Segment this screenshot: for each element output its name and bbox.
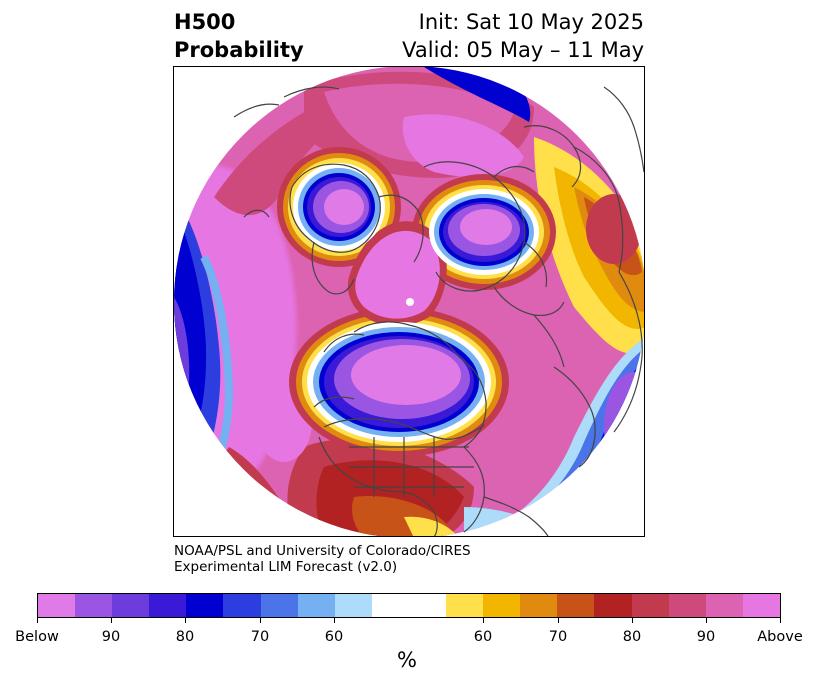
colorbar-above-segment-6 — [668, 594, 706, 617]
colorbar-above-segment-0 — [446, 594, 484, 617]
colorbar-tick-above-90: 90 — [696, 629, 716, 645]
colorbar-tick-below-80: 80 — [175, 629, 195, 645]
map-title: H500 Probability — [174, 8, 304, 64]
colorbar-tickmark — [779, 618, 781, 623]
forecast-dates: Init: Sat 10 May 2025 Valid: 05 May – 11… — [402, 8, 644, 64]
colorbar-tick-below: Below — [15, 629, 59, 645]
colorbar-above-segment-1 — [483, 594, 521, 617]
colorbar-tickmark — [110, 618, 112, 623]
colorbar-below-segment-6 — [260, 594, 298, 617]
colorbar-tickmark — [482, 618, 484, 623]
colorbar-below-segment-8 — [334, 594, 372, 617]
colorbar-above-segment-4 — [594, 594, 632, 617]
title-line-2: Probability — [174, 38, 304, 62]
colorbar-below-segment-7 — [297, 594, 335, 617]
colorbar-tick-below-90: 90 — [101, 629, 121, 645]
colorbar-below-segment-5 — [223, 594, 261, 617]
credit: NOAA/PSL and University of Colorado/CIRE… — [174, 543, 471, 575]
colorbar-above-segment-3 — [557, 594, 595, 617]
colorbar-neutral-segment — [371, 594, 447, 617]
colorbar-above-segment-7 — [705, 594, 743, 617]
colorbar-tick-above-70: 70 — [548, 629, 568, 645]
probability-map — [173, 66, 645, 537]
colorbar-above-segment-5 — [631, 594, 669, 617]
coastlines — [233, 86, 644, 536]
colorbar-tick-above: Above — [757, 629, 803, 645]
colorbar-tickmark — [705, 618, 707, 623]
colorbar-tickmark — [259, 618, 261, 623]
colorbar-below-segment-3 — [149, 594, 187, 617]
colorbar — [37, 593, 781, 618]
colorbar-tick-below-60: 60 — [324, 629, 344, 645]
colorbar-tickmark — [36, 618, 38, 623]
colorbar-tickmark — [184, 618, 186, 623]
title-line-1: H500 — [174, 10, 236, 34]
credit-line-2: Experimental LIM Forecast (v2.0) — [174, 559, 398, 575]
colorbar-tick-below-70: 70 — [250, 629, 270, 645]
colorbar-below-segment-4 — [186, 594, 224, 617]
colorbar-below-segment-0 — [38, 594, 76, 617]
map-svg — [174, 67, 644, 536]
colorbar-unit: % — [397, 648, 417, 672]
init-date: Init: Sat 10 May 2025 — [418, 10, 644, 34]
colorbar-tickmark — [333, 618, 335, 623]
colorbar-below-segment-2 — [112, 594, 150, 617]
colorbar-tick-above-60: 60 — [473, 629, 493, 645]
colorbar-tickmark — [631, 618, 633, 623]
colorbar-tick-above-80: 80 — [622, 629, 642, 645]
colorbar-tickmark — [557, 618, 559, 623]
colorbar-above-segment-2 — [520, 594, 558, 617]
valid-range: Valid: 05 May – 11 May — [402, 38, 644, 62]
colorbar-above-segment-8 — [742, 594, 780, 617]
colorbar-below-segment-1 — [75, 594, 113, 617]
credit-line-1: NOAA/PSL and University of Colorado/CIRE… — [174, 543, 471, 559]
